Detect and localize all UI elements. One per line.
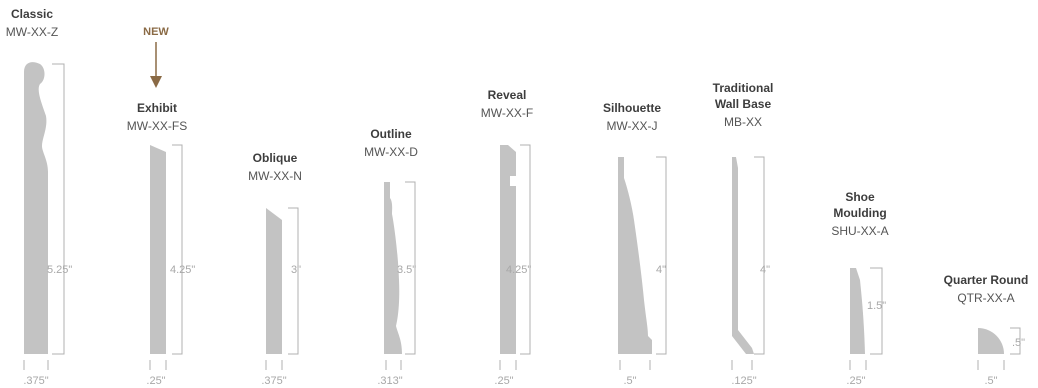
height-dimension: 3": [291, 264, 301, 276]
height-dimension: 1.5": [867, 300, 886, 312]
width-dimension: .5": [984, 375, 997, 387]
height-dimension: 4": [760, 264, 770, 276]
profile-label-exhibit: Exhibit MW-XX-FS: [112, 100, 202, 134]
profile-name: Quarter Round: [943, 273, 1029, 287]
profile-code: MW-XX-F: [480, 106, 534, 120]
shoe-moulding-profile-shape: [850, 268, 865, 354]
profile-name: Silhouette: [602, 101, 661, 115]
profile-oblique: 3" .375": [261, 207, 301, 387]
width-dimension: .5": [623, 375, 636, 387]
profile-label-silhouette: Silhouette MW-XX-J: [587, 100, 677, 134]
width-dimension: .375": [261, 375, 286, 387]
height-dimension: 5.25": [47, 264, 72, 276]
width-dimension: .25": [146, 375, 165, 387]
profile-name-line-2: Wall Base: [714, 97, 772, 111]
profile-code: MW-XX-J: [606, 119, 658, 133]
profile-code: MW-XX-Z: [5, 25, 59, 39]
oblique-profile-shape: [266, 208, 282, 354]
profile-code: MB-XX: [723, 115, 762, 129]
profile-label-oblique: Oblique MW-XX-N: [230, 150, 320, 184]
reveal-profile-shape: [500, 145, 516, 354]
profile-label-quarter-round: Quarter Round QTR-XX-A: [934, 272, 1038, 306]
profile-traditional-wall-base: 4" .125": [731, 156, 770, 387]
profile-code: MW-XX-N: [248, 169, 302, 183]
profile-exhibit: 4.25" .25": [146, 144, 195, 387]
classic-profile-shape: [24, 62, 48, 354]
height-dimension: 4": [656, 264, 666, 276]
width-dimension: .313": [377, 375, 402, 387]
profile-name: Reveal: [487, 88, 527, 102]
profile-name: Classic: [10, 7, 54, 21]
traditional-wall-base-profile-shape: [732, 157, 754, 354]
profile-label-reveal: Reveal MW-XX-F: [462, 87, 552, 121]
profile-name-line-2: Moulding: [833, 206, 887, 220]
height-dimension: 4.25": [506, 264, 531, 276]
profile-code: SHU-XX-A: [831, 224, 889, 238]
profile-label-traditional-wall-base: Traditional Wall Base MB-XX: [698, 80, 788, 130]
profile-shoe-moulding: 1.5" .25": [846, 267, 886, 387]
profile-silhouette: 4" .5": [618, 156, 667, 387]
profile-reveal: 4.25" .25": [494, 144, 531, 387]
width-dimension: .25": [494, 375, 513, 387]
width-dimension: .125": [731, 375, 756, 387]
height-dimension: 3.5": [397, 264, 416, 276]
profile-quarter-round: .5" .5": [977, 327, 1025, 387]
profile-name: Exhibit: [136, 101, 177, 115]
profile-classic: 5.25" .375": [23, 62, 72, 387]
profile-label-outline: Outline MW-XX-D: [346, 126, 436, 160]
exhibit-profile-shape: [150, 145, 166, 354]
profile-code: MW-XX-D: [364, 145, 418, 159]
profile-label-classic: Classic MW-XX-Z: [0, 6, 64, 40]
height-dimension: 4.25": [170, 264, 195, 276]
profile-name: Oblique: [252, 151, 298, 165]
silhouette-profile-shape: [618, 157, 652, 354]
profile-label-shoe-moulding: Shoe Moulding SHU-XX-A: [815, 189, 905, 239]
width-dimension: .375": [23, 375, 48, 387]
profile-outline: 3.5" .313": [377, 181, 416, 387]
quarter-round-profile-shape: [978, 328, 1004, 354]
new-badge: NEW: [143, 26, 169, 38]
height-dimension: .5": [1012, 337, 1025, 349]
profile-name-line-1: Shoe: [845, 190, 875, 204]
width-dimension: .25": [846, 375, 865, 387]
outline-profile-shape: [384, 182, 402, 354]
profile-code: MW-XX-FS: [126, 119, 188, 133]
down-arrow-icon: [150, 42, 162, 88]
profile-name: Outline: [370, 127, 412, 141]
profile-name-line-1: Traditional: [712, 81, 774, 95]
profile-code: QTR-XX-A: [957, 291, 1015, 305]
